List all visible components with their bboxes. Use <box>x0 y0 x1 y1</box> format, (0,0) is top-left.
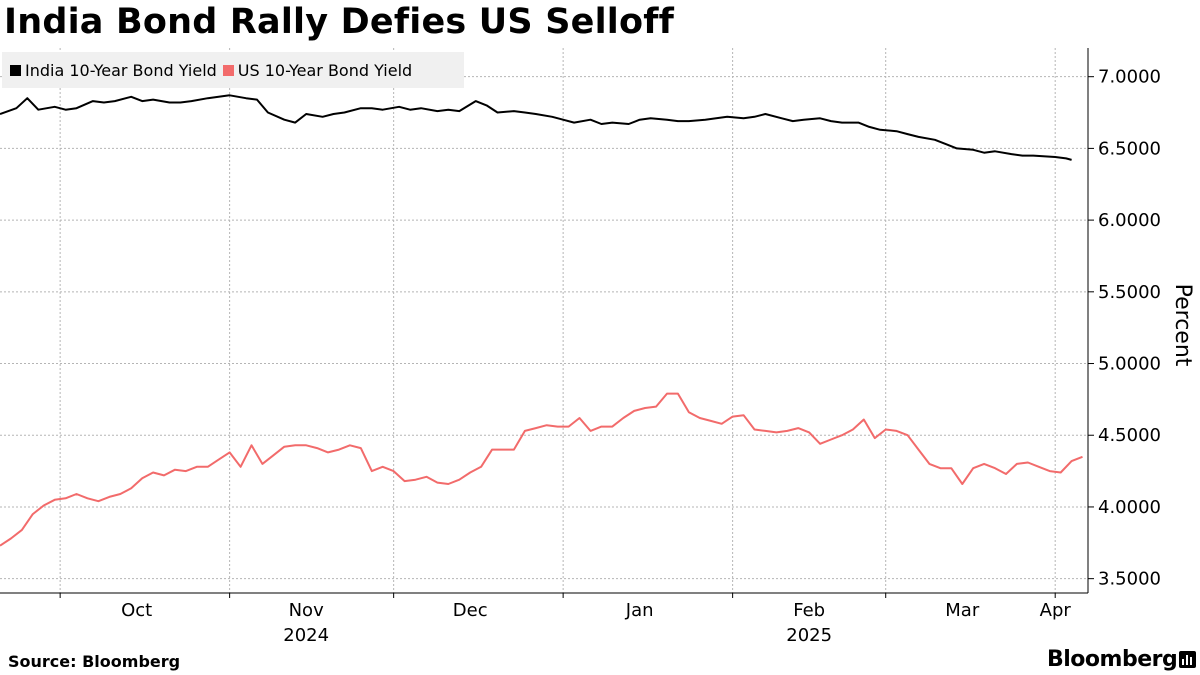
legend-swatch-us <box>222 64 234 76</box>
x-month-label: Oct <box>121 600 152 621</box>
source-note: Source: Bloomberg <box>8 652 181 671</box>
series-line-india <box>0 94 1072 161</box>
series-line-us <box>0 392 1083 547</box>
bloomberg-mark-icon <box>1179 651 1196 668</box>
y-tick-label: 4.5000 <box>1098 425 1161 446</box>
series-layer <box>0 94 1083 547</box>
y-tick-label: 6.0000 <box>1098 210 1161 231</box>
y-tick-label: 5.0000 <box>1098 354 1161 375</box>
legend-item-india: India 10-Year Bond Yield <box>10 61 217 80</box>
y-tick-label: 6.5000 <box>1098 138 1161 159</box>
x-month-label: Jan <box>625 600 654 621</box>
x-month-label: Mar <box>945 600 980 621</box>
y-tick-label: 7.0000 <box>1098 67 1161 88</box>
y-tick-label: 4.0000 <box>1098 497 1161 518</box>
label-layer: 3.5000 4.0000 4.5000 5.0000 5.5000 6.0000 6.50… <box>121 67 1195 646</box>
y-axis-title: Percent <box>1170 284 1195 367</box>
legend-label-us: US 10-Year Bond Yield <box>237 60 413 80</box>
y-tick-label: 5.5000 <box>1098 282 1161 303</box>
legend-label-india: India 10-Year Bond Yield <box>25 60 217 80</box>
legend-swatch-india <box>10 64 21 76</box>
legend-item-us: US 10-Year Bond Yield <box>222 60 413 80</box>
x-year-label: 2024 <box>283 625 329 646</box>
y-tick-label: 3.5000 <box>1098 569 1161 590</box>
axis-layer <box>0 48 1094 598</box>
x-year-label: 2025 <box>786 625 832 646</box>
x-month-label: Nov <box>289 600 324 621</box>
x-month-label: Dec <box>453 600 488 621</box>
bloomberg-logo: Bloomberg <box>1047 647 1178 672</box>
x-month-label: Feb <box>793 600 825 621</box>
x-month-label: Apr <box>1040 600 1072 621</box>
legend: India 10-Year Bond Yield US 10-Year Bond… <box>2 52 464 88</box>
chart-title: India Bond Rally Defies US Selloff <box>4 2 675 42</box>
grid-layer <box>0 48 1088 593</box>
